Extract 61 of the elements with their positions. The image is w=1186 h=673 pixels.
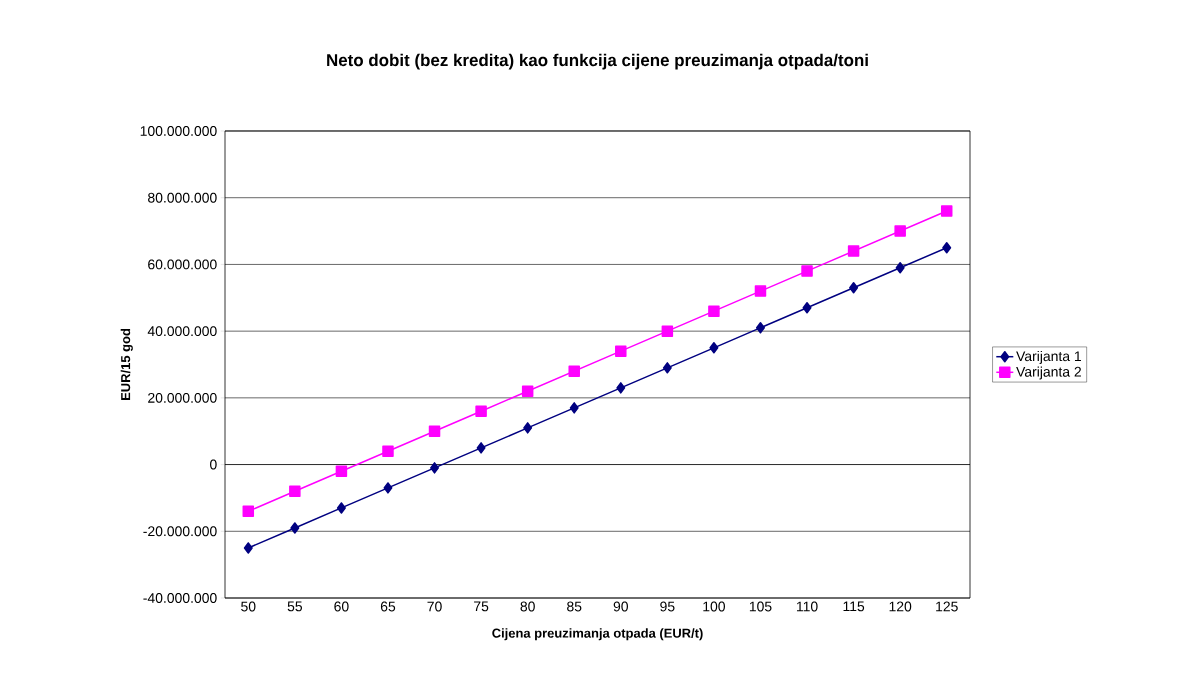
y-axis-title: EUR/15 god	[120, 329, 133, 400]
x-tick-label: 75	[474, 601, 489, 612]
point	[940, 205, 953, 217]
point	[661, 325, 674, 337]
point	[755, 322, 765, 334]
point	[430, 462, 440, 474]
point	[523, 422, 533, 434]
y-tick-label: 100.000.000	[140, 126, 217, 136]
y-tick-label: 60.000.000	[148, 259, 217, 270]
point	[616, 382, 626, 394]
x-tick-label: 50	[241, 601, 256, 612]
x-tick-label: 100	[703, 601, 726, 612]
x-tick-label: 80	[520, 601, 535, 612]
point	[801, 265, 813, 277]
point	[847, 245, 860, 257]
point	[568, 365, 580, 377]
x-tick-label: 125	[936, 601, 958, 612]
y-tick-label: -40.000.000	[143, 593, 217, 603]
point	[475, 405, 487, 417]
x-tick-label: 85	[567, 601, 582, 612]
x-tick-label: 115	[843, 601, 865, 612]
point	[754, 285, 767, 297]
point	[708, 305, 720, 317]
point	[476, 442, 486, 454]
y-tick-label: 20.000.000	[148, 392, 217, 403]
x-tick-label: 95	[660, 601, 675, 612]
x-tick-label: 105	[749, 601, 772, 612]
point	[569, 402, 579, 414]
point	[849, 282, 859, 294]
x-tick-label: 120	[889, 601, 912, 612]
point	[382, 445, 394, 457]
point	[335, 465, 348, 477]
point	[895, 262, 905, 274]
x-tick-label: 65	[380, 601, 396, 612]
point	[894, 225, 906, 237]
point	[662, 362, 672, 374]
point	[615, 345, 627, 357]
point	[383, 482, 393, 494]
point	[942, 242, 952, 254]
x-tick-label: 90	[613, 601, 628, 612]
point	[428, 425, 441, 437]
point	[802, 302, 812, 314]
y-tick-label: 0	[210, 459, 217, 470]
x-tick-label: 110	[796, 601, 818, 612]
legend-label: Varijanta 2	[1016, 366, 1081, 380]
chart-title: Neto dobit (bez kredita) kao funkcija cijene preuzimanja otpada/toni	[327, 53, 868, 70]
point	[242, 505, 255, 518]
y-tick-label: 80.000.000	[148, 192, 217, 203]
legend-label: Varijanta 1	[1016, 350, 1081, 364]
point	[289, 485, 301, 498]
y-tick-label: 40.000.000	[147, 326, 217, 337]
x-tick-label: 70	[427, 601, 442, 612]
y-tick-label: -20.000.000	[143, 526, 217, 537]
x-tick-label: 60	[334, 601, 349, 612]
x-tick-label: 55	[287, 601, 303, 612]
point	[709, 342, 719, 354]
x-axis-title: Cijena preuzimanja otpada (EUR/t)	[492, 628, 703, 641]
point	[290, 522, 300, 534]
point	[243, 542, 253, 554]
point	[521, 385, 534, 397]
point	[336, 502, 346, 514]
